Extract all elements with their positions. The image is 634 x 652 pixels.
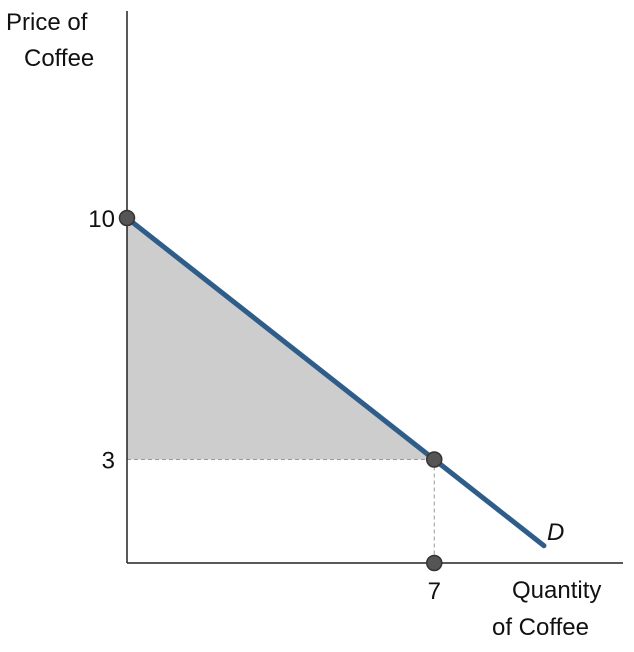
point-marker-1 [118,209,136,227]
y-tick-label-3: 3 [102,448,115,475]
y-axis-label-line-1: Price of [6,9,88,36]
series-label-d: D [547,519,564,546]
x-axis-label-line-2: of Coffee [492,614,589,641]
point-markers [118,209,443,572]
y-tick-label-10: 10 [88,206,115,233]
tick-labels: 10 3 7 [88,206,441,605]
point-marker-3 [426,554,443,572]
y-axis-label-line-2: Coffee [24,45,94,72]
point-marker-2 [426,451,443,468]
x-tick-label-7: 7 [428,578,441,605]
x-axis-label-line-1: Quantity [512,577,601,604]
